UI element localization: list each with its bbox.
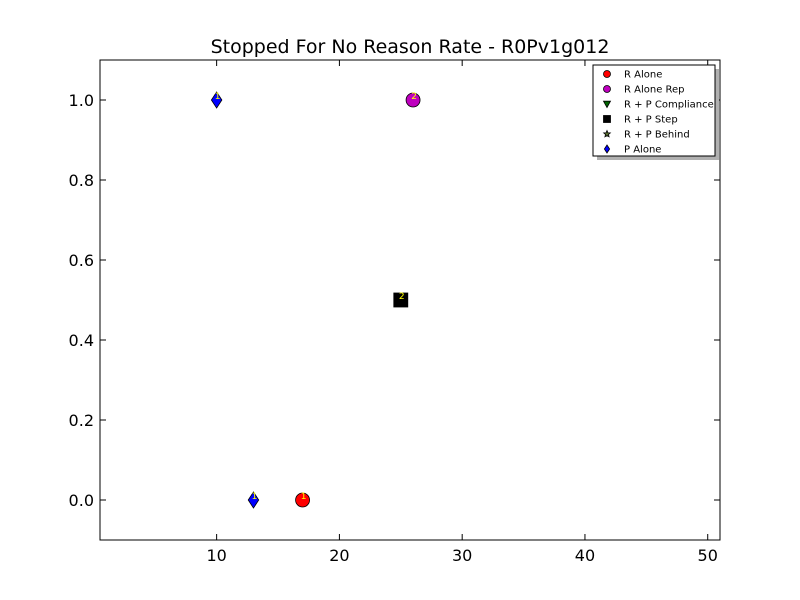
legend-label: R + P Compliance (624, 100, 714, 111)
data-point (393, 292, 409, 308)
y-tick-label: 0.0 (69, 491, 94, 510)
data-point (210, 91, 223, 109)
data-point (247, 491, 260, 509)
legend-marker (603, 144, 611, 154)
legend-marker (602, 100, 612, 109)
legend-label: P Alone (624, 145, 661, 156)
x-tick-label: 30 (452, 546, 472, 565)
data-point-label: 1 (301, 492, 307, 502)
y-tick-label: 1.0 (69, 91, 94, 110)
y-tick-label: 0.4 (69, 331, 94, 350)
legend-box (592, 64, 716, 157)
y-tick-label: 0.8 (69, 171, 94, 190)
y-tick-label: 0.6 (69, 251, 94, 270)
legend-label: R Alone (624, 70, 662, 81)
x-tick-label: 50 (698, 546, 718, 565)
data-point-label: 2 (411, 92, 417, 102)
legend-label: R + P Behind (624, 130, 690, 141)
x-tick-label: 40 (575, 546, 595, 565)
legend-marker (603, 115, 611, 123)
data-point (295, 492, 310, 508)
legend-marker (603, 85, 611, 93)
legend-label: R + P Step (624, 115, 678, 126)
data-point-label: 1 (252, 492, 258, 502)
y-tick-label: 0.2 (69, 411, 94, 430)
legend-label: R Alone Rep (624, 85, 685, 96)
x-tick-label: 10 (206, 546, 226, 565)
data-point-label: 2 (399, 292, 405, 302)
legend-marker (602, 129, 612, 138)
x-tick-label: 20 (329, 546, 349, 565)
chart-title: Stopped For No Reason Rate - R0Pv1g012 (211, 36, 610, 58)
data-point (405, 92, 421, 108)
legend-marker (603, 70, 611, 78)
data-point-label: 1 (215, 92, 221, 102)
